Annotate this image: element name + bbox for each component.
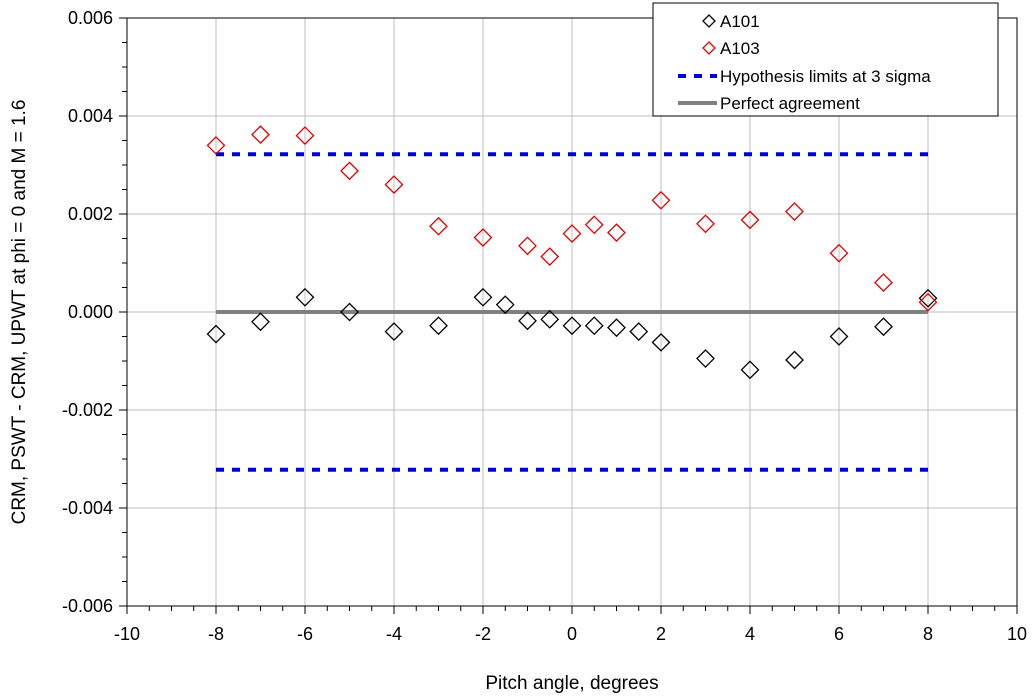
x-axis-title: Pitch angle, degrees [485, 673, 658, 694]
x-tick-label: -8 [208, 624, 224, 644]
data-point-a101 [384, 322, 404, 342]
y-tick-label: 0.002 [68, 204, 113, 224]
data-point-a103 [740, 210, 760, 230]
series-2 [216, 152, 928, 472]
y-tick-label: 0.000 [68, 302, 113, 322]
data-point-a103 [918, 292, 938, 312]
data-point-a103 [651, 190, 671, 210]
data-point-a101 [651, 332, 671, 352]
data-point-a101 [740, 360, 760, 380]
data-point-a103 [340, 161, 359, 181]
y-tick-label: -0.002 [62, 400, 113, 420]
data-point-a101 [584, 316, 604, 336]
data-point-a103 [295, 126, 315, 146]
legend-box [652, 2, 999, 117]
y-tick-label: -0.006 [62, 596, 113, 616]
x-tick-label: -10 [114, 624, 140, 644]
data-point-a103 [384, 175, 404, 195]
x-tick-label: -2 [475, 624, 491, 644]
data-point-a103 [607, 223, 626, 243]
data-point-a101 [340, 302, 359, 322]
series-0 [206, 287, 938, 380]
data-point-a101 [696, 349, 715, 368]
x-tick-label: 6 [834, 624, 844, 644]
data-point-a103 [584, 215, 604, 235]
data-point-a101 [518, 311, 537, 331]
x-tick-label: 2 [656, 624, 666, 644]
legend-symbol [702, 41, 716, 55]
legend: A101 A103 Hypothesis limits at 3 sigma Perf… [652, 2, 999, 117]
data-point-a101 [495, 295, 515, 315]
data-point-a101 [785, 350, 804, 370]
data-point-a103 [540, 247, 560, 267]
y-tick-label: -0.004 [62, 498, 113, 518]
axes [119, 17, 1018, 614]
y-tick-label: 0.006 [68, 8, 113, 28]
data-point-a101 [829, 327, 849, 346]
series-1 [206, 125, 938, 312]
data-point-a101 [540, 309, 560, 329]
data-point-a101 [295, 287, 315, 307]
x-tick-label: 0 [567, 624, 577, 644]
legend-label: A101 [720, 12, 760, 31]
tick-labels: -10 -8 -6 -4 -2 0 2 4 6 8 10 -0.006 -0.004 -0.002 0.00… [62, 8, 1027, 644]
series-layer [206, 125, 938, 472]
data-point-a103 [829, 243, 849, 263]
data-point-a101 [473, 287, 493, 307]
x-tick-label: 4 [745, 624, 755, 644]
data-point-a101 [918, 288, 938, 308]
data-point-a103 [874, 273, 893, 293]
legend-label: Hypothesis limits at 3 sigma [720, 67, 931, 86]
x-tick-label: 10 [1007, 624, 1027, 644]
x-tick-label: -6 [297, 624, 313, 644]
data-point-a103 [473, 228, 493, 247]
legend-symbol [702, 14, 716, 28]
x-tick-label: 8 [923, 624, 933, 644]
data-point-a103 [696, 214, 715, 234]
data-point-a103 [785, 202, 804, 221]
legend-diamond-a101 [702, 14, 716, 28]
data-point-a101 [206, 324, 226, 344]
data-point-a103 [206, 135, 226, 155]
data-point-a101 [607, 318, 626, 338]
data-point-a103 [518, 236, 537, 256]
data-point-a101 [429, 316, 448, 336]
x-tick-label: -4 [386, 624, 402, 644]
legend-diamond-a103 [702, 41, 716, 55]
legend-label: A103 [720, 39, 760, 58]
data-point-a103 [429, 216, 448, 236]
y-tick-label: 0.004 [68, 106, 113, 126]
legend-label: Perfect agreement [720, 94, 860, 113]
data-point-a103 [562, 224, 582, 244]
y-axis-title: CRM, PSWT - CRM, UPWT at phi = 0 and M =… [9, 100, 30, 525]
data-point-a101 [629, 322, 649, 342]
data-point-a103 [251, 125, 270, 145]
data-point-a101 [874, 317, 893, 337]
data-point-a101 [251, 312, 270, 332]
data-point-a101 [562, 316, 582, 336]
